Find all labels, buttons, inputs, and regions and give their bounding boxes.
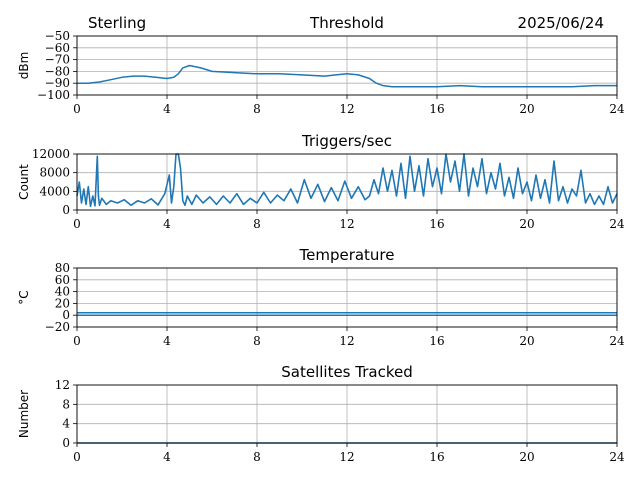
triggers-ytick-label: 4000 — [39, 184, 70, 198]
satellites-title: Satellites Tracked — [281, 363, 412, 381]
satellites-xtick-label: 16 — [429, 450, 444, 464]
satellites-xtick-label: 24 — [609, 450, 625, 464]
triggers-xtick-label: 8 — [253, 217, 261, 231]
threshold-ytick-label: −50 — [45, 29, 70, 43]
triggers-xtick-label: 12 — [339, 217, 354, 231]
satellites-chart: 0 4 8 12 16 20 24 0 4 8 12 Satellites Tracked Number — [17, 363, 625, 464]
temperature-ytick-label: −20 — [45, 320, 70, 334]
triggers-xtick-label: 4 — [163, 217, 171, 231]
satellites-ytick-label: 8 — [62, 397, 70, 411]
panels: 0 4 8 12 16 20 24 −100−90−80−70−60−50 Threshold d… — [17, 14, 625, 464]
temperature-ytick-label: 0 — [62, 308, 70, 322]
triggers-ytick-label: 12000 — [32, 147, 70, 161]
temperature-ytick-label: 80 — [55, 261, 70, 275]
satellites-ylabel: Number — [17, 390, 31, 438]
triggers-ytick-label: 0 — [62, 203, 70, 217]
triggers-xtick-label: 24 — [609, 217, 625, 231]
threshold-ytick-label: −60 — [45, 41, 70, 55]
satellites-ytick-label: 0 — [62, 436, 70, 450]
temperature-xtick-label: 0 — [73, 334, 81, 348]
triggers-ytick-label: 8000 — [39, 166, 70, 180]
threshold-xtick-label: 0 — [73, 102, 81, 116]
satellites-ytick-label: 4 — [62, 417, 70, 431]
temperature-ytick-label: 40 — [55, 285, 70, 299]
temperature-ytick-label: 60 — [55, 273, 70, 287]
threshold-title: Threshold — [309, 14, 384, 32]
threshold-xtick-label: 20 — [519, 102, 534, 116]
satellites-ytick-label: 12 — [55, 378, 70, 392]
triggers-series-line — [76, 153, 618, 208]
threshold-ytick-label: −90 — [45, 76, 70, 90]
threshold-chart: 0 4 8 12 16 20 24 −100−90−80−70−60−50 Threshold d… — [17, 14, 625, 116]
triggers-title: Triggers/sec — [301, 132, 392, 150]
satellites-xtick-label: 0 — [73, 450, 81, 464]
threshold-xtick-label: 4 — [163, 102, 171, 116]
triggers-chart: 0 4 8 12 16 20 24 0 4000 8000 12000 Triggers/sec Cou… — [17, 132, 625, 231]
threshold-series-line — [77, 64, 617, 88]
satellites-xtick-label: 8 — [253, 450, 261, 464]
date-label: 2025/06/24 — [518, 14, 604, 32]
threshold-xtick-label: 24 — [609, 102, 625, 116]
temperature-xtick-label: 4 — [163, 334, 171, 348]
threshold-ytick-label: −100 — [37, 88, 70, 102]
temperature-ytick-label: 20 — [55, 296, 70, 310]
triggers-xtick-label: 16 — [429, 217, 444, 231]
temperature-xtick-label: 16 — [429, 334, 444, 348]
threshold-ylabel: dBm — [17, 52, 31, 80]
temperature-title: Temperature — [298, 246, 394, 264]
satellites-xtick-label: 20 — [519, 450, 534, 464]
temperature-xtick-label: 20 — [519, 334, 534, 348]
temperature-ylabel: °C — [17, 290, 31, 304]
threshold-xtick-label: 16 — [429, 102, 444, 116]
station-label: Sterling — [88, 14, 146, 32]
triggers-xtick-label: 0 — [73, 217, 81, 231]
temperature-xtick-label: 12 — [339, 334, 354, 348]
threshold-xtick-label: 8 — [253, 102, 261, 116]
temperature-xtick-label: 24 — [609, 334, 625, 348]
threshold-xtick-label: 12 — [339, 102, 354, 116]
temperature-xtick-label: 8 — [253, 334, 261, 348]
triggers-ylabel: Count — [17, 164, 31, 200]
threshold-ytick-label: −80 — [45, 64, 70, 78]
threshold-ytick-label: −70 — [45, 53, 70, 67]
satellites-xtick-label: 12 — [339, 450, 354, 464]
triggers-xtick-label: 20 — [519, 217, 534, 231]
satellites-xtick-label: 4 — [163, 450, 171, 464]
